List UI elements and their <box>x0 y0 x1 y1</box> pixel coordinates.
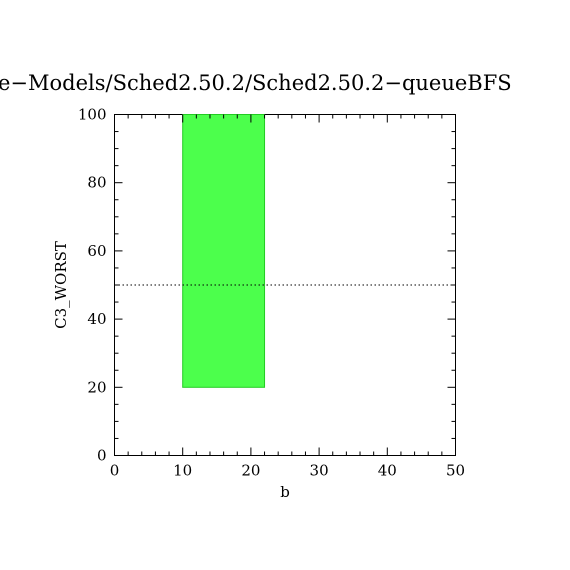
y-axis-label: C3_WORST <box>52 241 70 329</box>
y-tick-label: 20 <box>87 378 106 396</box>
plot-frame <box>114 114 456 456</box>
x-tick-label: 20 <box>241 462 260 480</box>
y-tick-label: 60 <box>87 242 106 260</box>
ticks-layer: 0 10 20 30 40 50 0 20 40 60 80 100 <box>78 106 465 480</box>
y-tick-label: 80 <box>87 174 106 192</box>
y-tick-label: 100 <box>78 106 107 124</box>
y-tick-label: 40 <box>87 310 106 328</box>
bar-0 <box>182 114 266 388</box>
chart-title: e−Models/Sched2.50.2/Sched2.50.2−queueBF… <box>0 71 512 95</box>
x-tick-label: 50 <box>446 462 465 480</box>
bars-layer <box>182 114 266 388</box>
x-tick-label: 10 <box>173 462 192 480</box>
x-axis-label: b <box>280 483 290 501</box>
x-tick-label: 40 <box>378 462 397 480</box>
x-tick-label: 30 <box>310 462 329 480</box>
y-tick-label: 0 <box>97 447 107 465</box>
x-tick-label: 0 <box>110 462 120 480</box>
